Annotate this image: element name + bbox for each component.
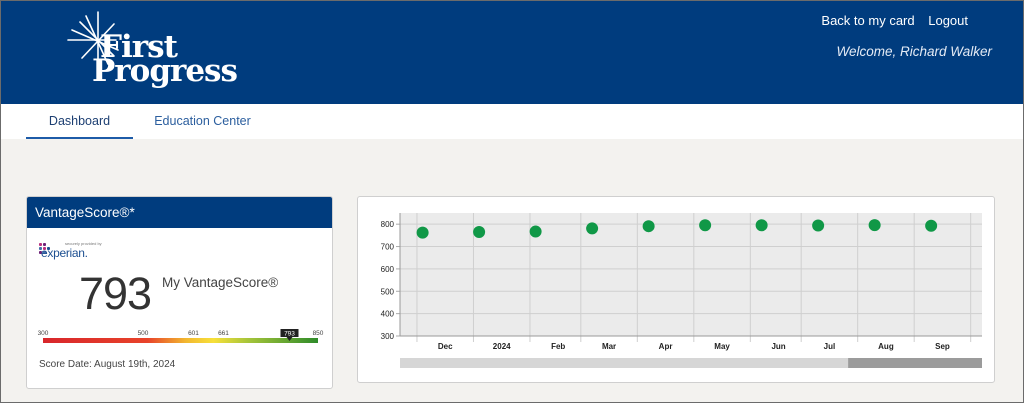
score-point[interactable] <box>812 219 825 232</box>
score-history-chart: 800 700 600 500 400 300 Dec 2024 Feb Mar Apr May Jun… <box>357 196 995 383</box>
tab-dashboard[interactable]: Dashboard <box>26 104 133 139</box>
gauge-tick-label: 850 <box>313 330 324 337</box>
score-value: 793 <box>79 268 152 319</box>
x-tick-label: Sep <box>935 342 950 351</box>
first-progress-logo[interactable]: First Progress <box>60 8 238 90</box>
score-point[interactable] <box>586 222 599 235</box>
x-tick-label: Aug <box>878 342 894 351</box>
logo-word-first: First <box>100 29 178 65</box>
gauge-tick-label: 500 <box>138 330 149 337</box>
score-point[interactable] <box>416 226 429 239</box>
y-tick-label: 500 <box>381 287 395 296</box>
welcome-message: Welcome, Richard Walker <box>836 44 992 59</box>
x-tick-label: Jun <box>771 342 785 351</box>
experian-wordmark: experian. <box>41 246 88 260</box>
score-point[interactable] <box>925 219 938 232</box>
gauge-marker <box>280 329 299 341</box>
score-point[interactable] <box>755 219 768 232</box>
tab-education-center[interactable]: Education Center <box>154 114 251 128</box>
chart-scrollbar-track[interactable] <box>400 358 982 368</box>
vantagescore-card: VantageScore®* securely provided by expe… <box>26 196 333 389</box>
x-tick-label: Feb <box>551 342 565 351</box>
y-tick-label: 600 <box>381 265 395 274</box>
top-links: Back to my card Logout <box>811 13 968 28</box>
experian-tagline: securely provided by <box>65 241 102 246</box>
y-tick-label: 300 <box>381 332 395 341</box>
gauge-marker-label: 793 <box>284 331 295 338</box>
x-tick-label: Apr <box>659 342 673 351</box>
score-point[interactable] <box>473 226 486 239</box>
gauge-tick-label: 661 <box>218 330 229 337</box>
score-point[interactable] <box>699 219 712 232</box>
y-tick-label: 800 <box>381 220 395 229</box>
gauge-tick-label: 601 <box>188 330 199 337</box>
score-label: My VantageScore® <box>162 275 279 290</box>
x-tick-label: 2024 <box>493 342 511 351</box>
x-tick-label: Jul <box>824 342 836 351</box>
score-point[interactable] <box>529 225 542 238</box>
gauge-bar <box>43 338 318 343</box>
logout-link[interactable]: Logout <box>928 13 968 28</box>
chart-scrollbar-handle[interactable] <box>848 358 982 368</box>
x-tick-label: Mar <box>602 342 616 351</box>
score-date: Score Date: August 19th, 2024 <box>39 359 176 370</box>
back-to-my-card-link[interactable]: Back to my card <box>821 13 915 28</box>
experian-dots-icon <box>39 243 51 257</box>
y-tick-label: 400 <box>381 310 395 319</box>
score-point[interactable] <box>868 219 881 232</box>
header: First Progress Back to my card Logout We… <box>0 0 1024 104</box>
plot-area <box>400 213 982 336</box>
gauge-tick-label: 300 <box>38 330 49 337</box>
logo-word-progress: Progress <box>92 53 238 89</box>
starburst-icon <box>67 11 119 65</box>
score-gauge: 3005006016617850 793 <box>38 329 324 343</box>
score-history-plot: 800 700 600 500 400 300 Dec 2024 Feb Mar Apr May Jun… <box>381 213 982 368</box>
score-point[interactable] <box>642 220 655 233</box>
x-tick-label: May <box>714 342 730 351</box>
y-tick-label: 700 <box>381 243 395 252</box>
tab-bar: Dashboard Education Center <box>0 104 1024 139</box>
x-tick-label: Dec <box>438 342 453 351</box>
card-title: VantageScore®* <box>27 197 332 228</box>
